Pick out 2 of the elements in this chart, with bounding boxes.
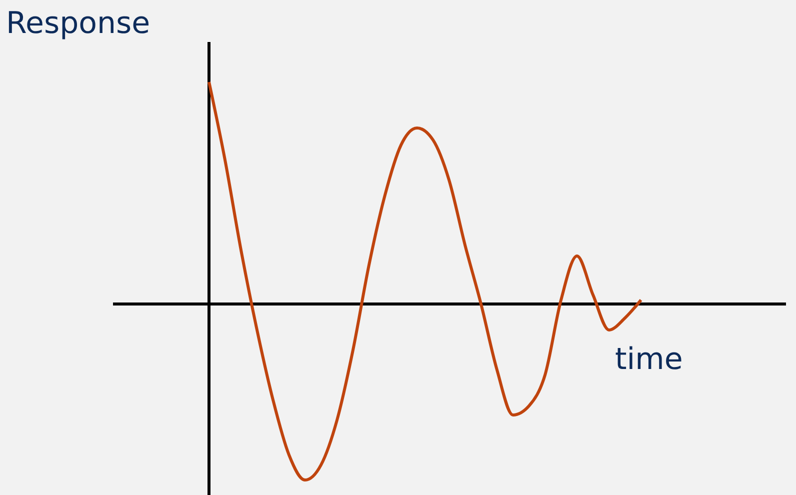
x-axis-title: time (615, 342, 683, 377)
y-axis-title: Response (6, 6, 150, 41)
